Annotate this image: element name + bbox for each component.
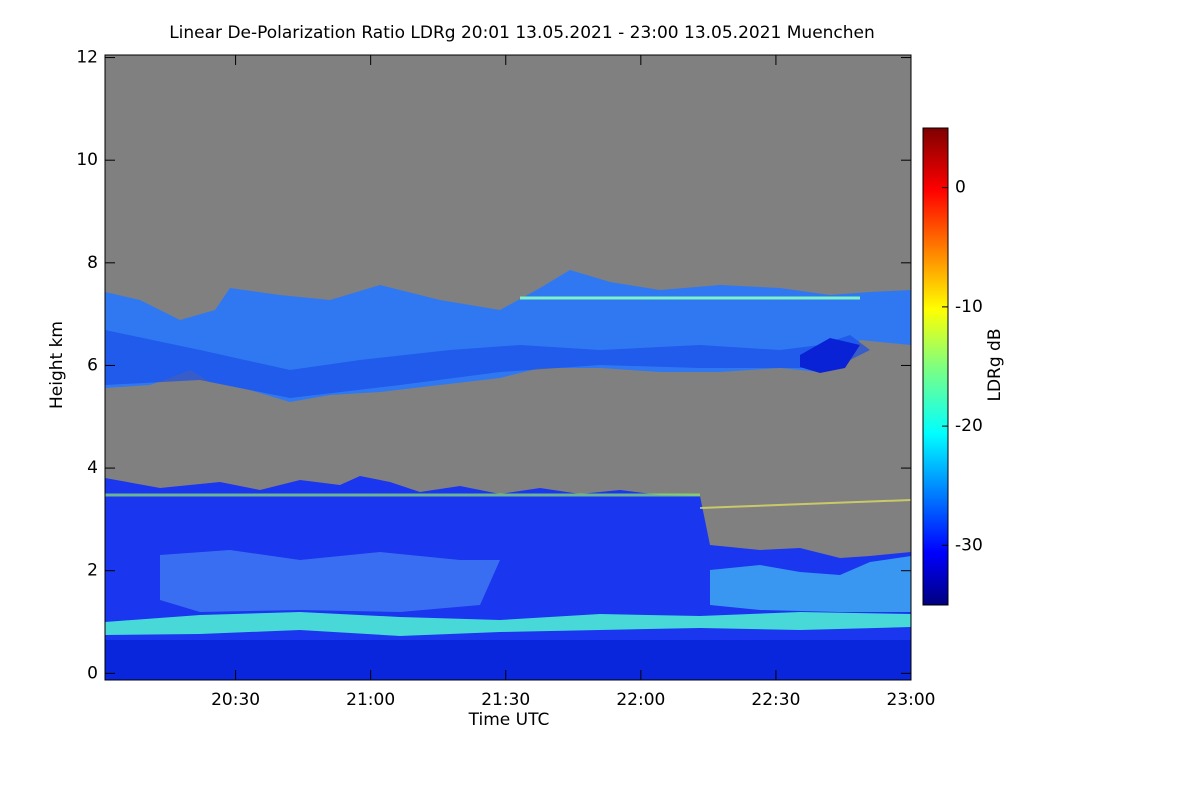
- colorbar-tick-label: -20: [955, 416, 983, 436]
- x-tick-label: 22:00: [616, 690, 665, 710]
- x-tick-label: 21:30: [481, 690, 530, 710]
- colorbar-label: LDRg dB: [985, 328, 1005, 401]
- x-tick-label: 20:30: [211, 690, 260, 710]
- x-tick-label: 23:00: [887, 690, 936, 710]
- colorbar: [922, 127, 949, 606]
- y-tick-label: 10: [76, 150, 98, 170]
- x-tick-label: 22:30: [751, 690, 800, 710]
- colorbar-tick-label: 0: [955, 178, 966, 198]
- y-tick-label: 2: [87, 561, 98, 581]
- y-tick-label: 12: [76, 48, 98, 68]
- colorbar-tick-label: -30: [955, 535, 983, 555]
- y-tick-label: 8: [87, 253, 98, 273]
- chart-title: Linear De-Polarization Ratio LDRg 20:01 …: [169, 23, 875, 43]
- y-tick-label: 0: [87, 663, 98, 683]
- plot-frame: [104, 54, 912, 681]
- heatmap-field: [105, 55, 912, 680]
- y-tick-label: 4: [87, 458, 98, 478]
- x-axis-label: Time UTC: [468, 710, 550, 730]
- y-tick-label: 6: [87, 355, 98, 375]
- x-tick-label: 21:00: [346, 690, 395, 710]
- y-axis-label: Height km: [47, 321, 67, 409]
- colorbar-tick-label: -10: [955, 297, 983, 317]
